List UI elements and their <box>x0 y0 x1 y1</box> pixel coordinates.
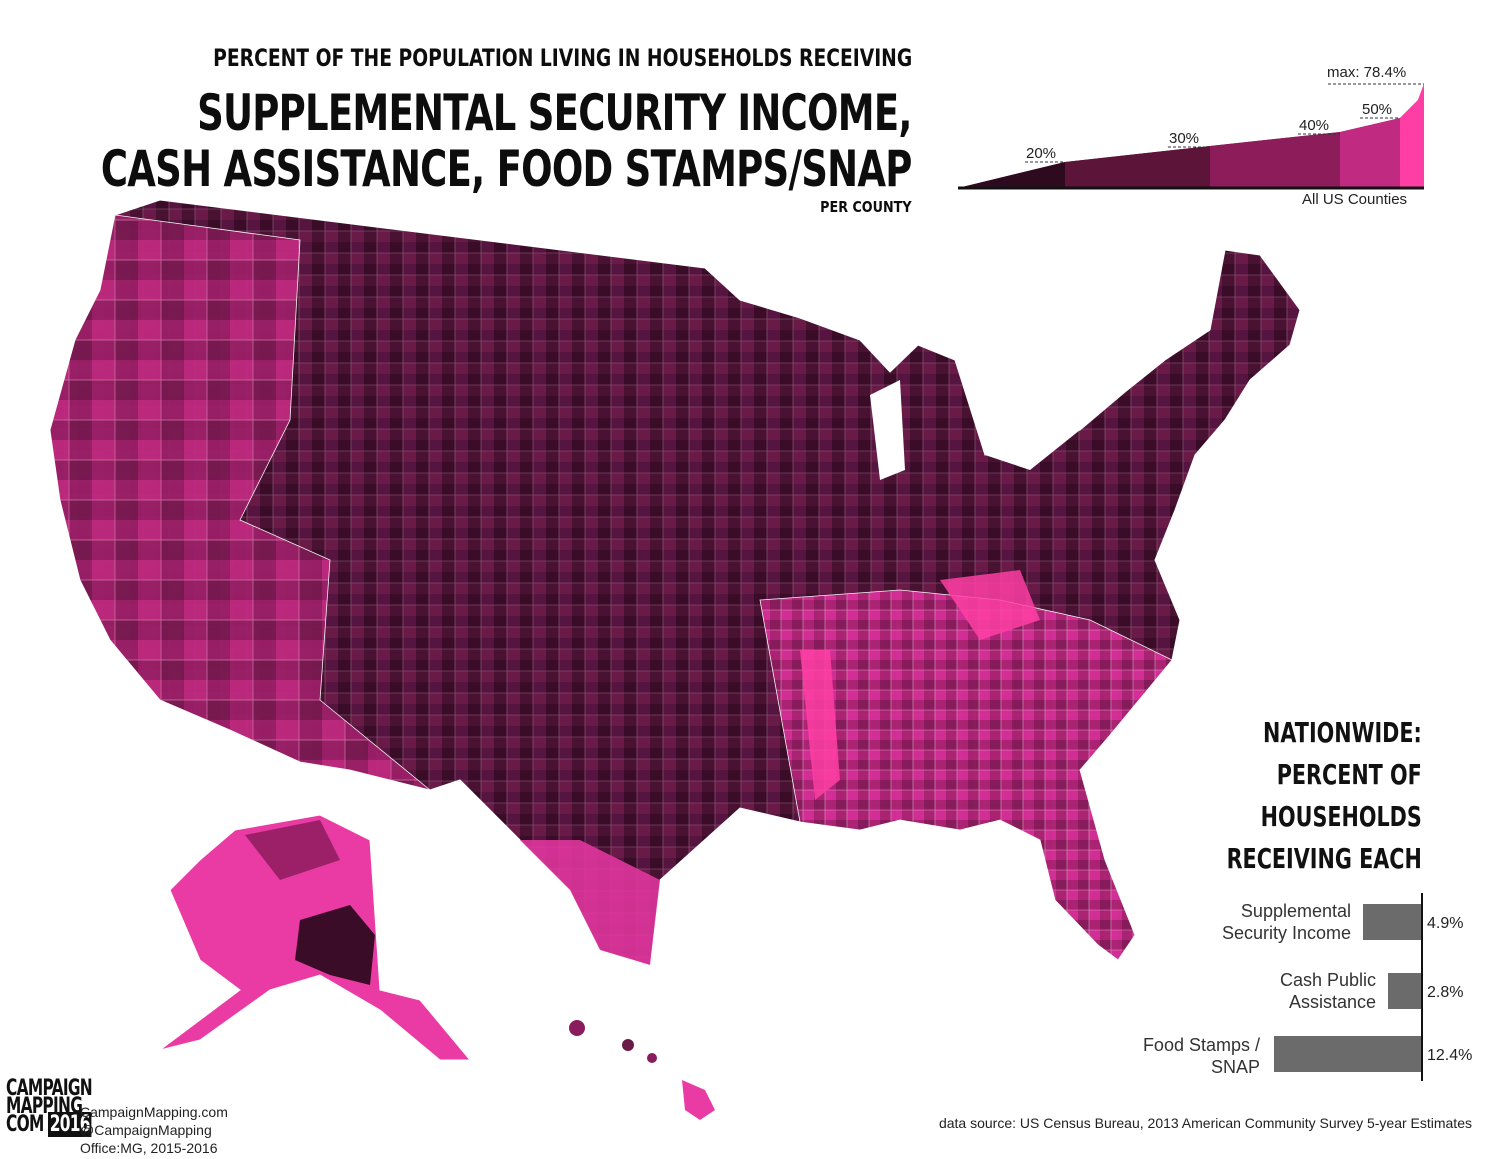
bar-value-snap: 12.4% <box>1427 1047 1473 1064</box>
bar-label-ssi-line-1: Supplemental <box>1240 901 1351 921</box>
data-source: data source: US Census Bureau, 2013 Amer… <box>938 1115 1472 1131</box>
bar-label-ssi: Supplemental Security Income <box>1222 900 1351 944</box>
nationwide-heading-line-4: RECEIVING EACH <box>1226 842 1422 875</box>
bar-value-cash: 2.8% <box>1427 984 1464 1001</box>
legend-max-label: max: 78.4% <box>1327 64 1407 81</box>
campaign-mapping-logo: CAMPAIGN MAPPING COM 2016 <box>6 1076 93 1137</box>
nationwide-heading-line-1: NATIONWIDE: <box>1263 716 1422 749</box>
title-line-1: PERCENT OF THE POPULATION LIVING IN HOUS… <box>212 44 912 72</box>
bar-label-cash: Cash Public Assistance <box>1280 969 1376 1013</box>
hawaii-island <box>569 1020 585 1036</box>
title-line-2: SUPPLEMENTAL SECURITY INCOME, <box>197 84 912 142</box>
title-subtitle: PER COUNTY <box>820 198 912 216</box>
legend-tick-40: 40% <box>1299 117 1330 134</box>
legend-caption: All US Counties <box>1302 191 1408 208</box>
bar-cash-assistance <box>1387 973 1421 1009</box>
bar-chart-axis <box>1421 893 1423 1081</box>
legend-tick-20: 20% <box>1026 145 1057 162</box>
bar-label-snap-line-2: SNAP <box>1210 1057 1260 1077</box>
logo-line-1: CAMPAIGN <box>6 1076 93 1101</box>
bar-label-ssi-line-2: Security Income <box>1221 923 1351 943</box>
title-line-3: CASH ASSISTANCE, FOOD STAMPS/SNAP <box>101 140 913 198</box>
credit-office: Office:MG, 2015-2016 <box>80 1140 218 1156</box>
bar-label-cash-line-2: Assistance <box>1288 992 1376 1012</box>
logo-line-3: COM <box>6 1112 44 1137</box>
bar-label-snap: Food Stamps / SNAP <box>1143 1034 1260 1078</box>
nationwide-heading: NATIONWIDE: PERCENT OF HOUSEHOLDS RECEIV… <box>1227 712 1422 880</box>
legend-tick-30: 30% <box>1169 130 1200 147</box>
credit-handle: @CampaignMapping <box>80 1122 212 1138</box>
logo-year: 2016 <box>48 1112 92 1137</box>
legend-tick-50: 50% <box>1362 101 1393 118</box>
bar-value-ssi: 4.9% <box>1427 915 1464 932</box>
bar-ssi <box>1362 904 1421 940</box>
bar-label-cash-line-1: Cash Public <box>1279 970 1376 990</box>
credit-website: CampaignMapping.com <box>80 1104 228 1120</box>
bar-snap <box>1274 1036 1421 1072</box>
nationwide-heading-line-2: PERCENT OF <box>1276 758 1422 791</box>
bar-label-snap-line-1: Food Stamps / <box>1142 1035 1260 1055</box>
nationwide-heading-line-3: HOUSEHOLDS <box>1260 800 1422 833</box>
